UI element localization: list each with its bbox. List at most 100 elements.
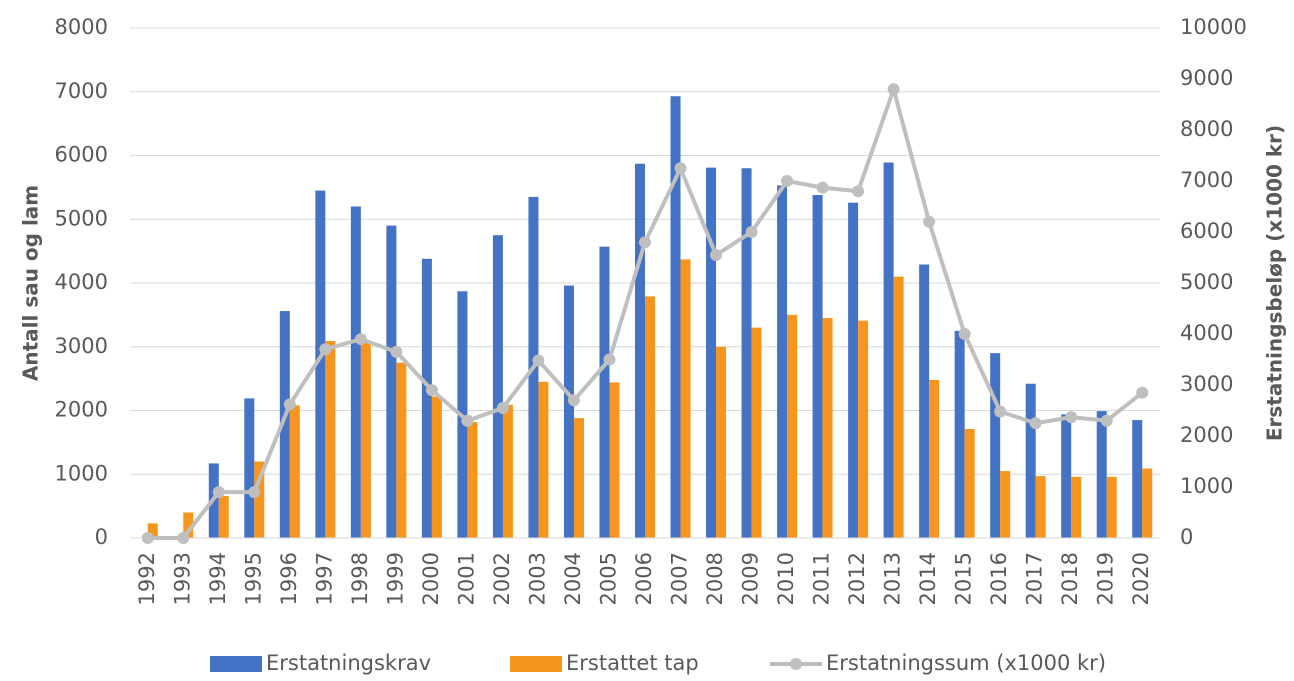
y-tick-label: 4000: [55, 270, 108, 294]
line-point: [852, 185, 865, 198]
x-tick-label: 1993: [170, 552, 194, 605]
x-tick-label: 2011: [810, 552, 834, 605]
y2-tick-label: 4000: [1180, 321, 1233, 345]
bar: [1035, 476, 1046, 538]
y-tick-label: 3000: [55, 334, 108, 358]
bar: [218, 495, 229, 538]
line-point: [639, 236, 651, 249]
y-tick-label: 2000: [55, 398, 108, 422]
x-tick-label: 2014: [916, 552, 940, 605]
x-tick-label: 1997: [312, 552, 336, 605]
bar: [396, 362, 407, 538]
x-tick-label: 2017: [1023, 552, 1047, 605]
legend-swatch: [510, 656, 562, 672]
line-point: [745, 226, 758, 238]
line-point: [532, 354, 545, 367]
y2-tick-label: 7000: [1180, 168, 1233, 192]
y2-tick-label: 9000: [1180, 66, 1233, 90]
y-tick-label: 8000: [55, 15, 108, 39]
bar: [777, 185, 788, 538]
bar: [954, 330, 965, 538]
x-tick-label: 2018: [1058, 552, 1082, 605]
bar: [919, 264, 930, 538]
bar: [751, 327, 762, 538]
bar: [279, 311, 290, 538]
line-point: [212, 486, 225, 499]
bar: [858, 320, 869, 538]
line-point: [390, 345, 403, 358]
y2-tick-label: 5000: [1180, 270, 1233, 294]
bar: [254, 461, 265, 538]
line-point: [141, 532, 154, 544]
line-point: [816, 181, 829, 194]
y2-tick-label: 8000: [1180, 117, 1233, 141]
line-point: [710, 248, 723, 261]
line-point: [781, 175, 794, 187]
x-tick-label: 2006: [632, 552, 656, 605]
x-tick-label: 2012: [845, 552, 869, 605]
bar: [325, 341, 336, 538]
x-tick-label: 1998: [348, 552, 372, 605]
bar: [386, 225, 397, 538]
bar: [315, 190, 326, 538]
line-point: [461, 414, 474, 427]
x-tick-label: 2015: [952, 552, 976, 605]
bar: [822, 318, 833, 538]
bar: [716, 346, 727, 538]
bar: [609, 382, 620, 538]
line-point: [1100, 414, 1113, 427]
y2-tick-label: 2000: [1180, 423, 1233, 447]
line-point: [958, 328, 971, 340]
bar: [421, 258, 432, 538]
x-tick-label: 2001: [454, 552, 478, 605]
line-point: [283, 398, 296, 411]
y-tick-label: 5000: [55, 206, 108, 230]
bar: [645, 296, 655, 538]
y-axis-title: Antall sau og lam: [19, 185, 43, 381]
x-tick-label: 2000: [419, 552, 443, 605]
x-tick-label: 2016: [987, 552, 1011, 605]
legend-label: Erstatningssum (x1000 kr): [826, 651, 1106, 675]
x-tick-label: 2010: [774, 552, 798, 605]
bar: [787, 314, 798, 538]
bar: [848, 202, 859, 539]
y-tick-label: 7000: [55, 79, 108, 103]
x-tick-label: 1999: [383, 552, 407, 605]
bar: [1096, 411, 1107, 538]
line-point: [425, 384, 438, 397]
line-point: [1065, 411, 1078, 424]
bar: [1142, 468, 1153, 538]
y-tick-label: 6000: [55, 143, 108, 167]
x-tick-label: 1992: [135, 552, 159, 605]
x-tick-label: 2008: [703, 552, 727, 605]
legend-swatch: [210, 656, 262, 672]
x-tick-label: 1996: [277, 552, 301, 605]
x-tick-label: 2020: [1129, 552, 1153, 605]
legend-label: Erstattet tap: [566, 651, 699, 675]
line-point: [319, 343, 332, 356]
bar: [635, 163, 645, 538]
line-point: [177, 532, 190, 544]
bar: [964, 428, 975, 538]
y2-tick-label: 6000: [1180, 219, 1233, 243]
legend-label: Erstatningskrav: [266, 651, 431, 675]
x-tick-label: 2005: [596, 552, 620, 605]
bar: [599, 246, 610, 538]
legend-swatch: [790, 658, 802, 670]
x-tick-label: 2003: [525, 552, 549, 605]
bar: [1025, 383, 1036, 538]
bar: [431, 396, 442, 538]
bar: [741, 168, 752, 538]
bar: [350, 206, 361, 538]
bar: [360, 342, 371, 538]
y2-tick-label: 3000: [1180, 372, 1233, 396]
bar: [990, 353, 1001, 538]
bar: [883, 162, 894, 538]
bar: [680, 259, 691, 538]
bar: [289, 405, 300, 538]
bar: [467, 421, 478, 538]
line-point: [923, 215, 936, 228]
bar: [893, 276, 904, 538]
bar: [1106, 476, 1117, 538]
x-tick-label: 2007: [668, 552, 692, 605]
